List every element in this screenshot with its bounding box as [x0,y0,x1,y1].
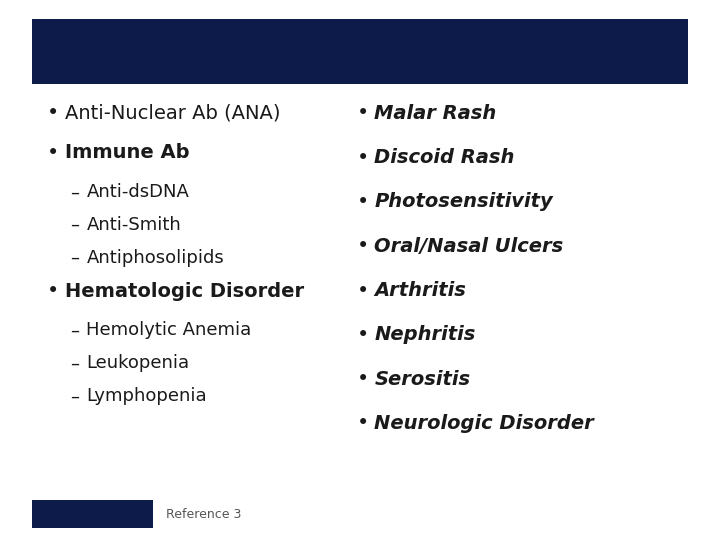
Text: •: • [47,143,59,163]
Text: Antiphosolipids: Antiphosolipids [86,249,224,267]
Text: •: • [356,325,369,345]
Text: –: – [71,321,79,340]
Text: Classificaiton Criteria for SLE  (4 of 11): Classificaiton Criteria for SLE (4 of 11… [47,38,628,64]
Text: Discoid Rash: Discoid Rash [374,148,515,167]
Text: •: • [356,369,369,389]
Text: Anti-Smith: Anti-Smith [86,216,181,234]
Text: Lymphopenia: Lymphopenia [86,387,207,406]
Text: L.I.T. Reviews: L.I.T. Reviews [35,507,150,522]
Text: •: • [47,103,59,124]
Text: Reference 3: Reference 3 [166,508,241,521]
Text: –: – [71,387,79,406]
Text: –: – [71,249,79,267]
Text: •: • [356,280,369,301]
Text: Hematologic Disorder: Hematologic Disorder [65,281,304,301]
Text: Oral/Nasal Ulcers: Oral/Nasal Ulcers [374,237,564,256]
Text: –: – [71,354,79,373]
Text: Photosensitivity: Photosensitivity [374,192,553,212]
Text: –: – [71,216,79,234]
Text: Hemolytic Anemia: Hemolytic Anemia [86,321,252,340]
Text: •: • [356,147,369,168]
Text: Serositis: Serositis [374,369,471,389]
Text: Malar Rash: Malar Rash [374,104,497,123]
Text: Nephritis: Nephritis [374,325,476,345]
Text: Anti-dsDNA: Anti-dsDNA [86,183,189,201]
Text: –: – [71,183,79,201]
Text: •: • [356,236,369,256]
Text: Arthritis: Arthritis [374,281,467,300]
Text: Neurologic Disorder: Neurologic Disorder [374,414,594,433]
Text: Leukopenia: Leukopenia [86,354,189,373]
Text: •: • [356,413,369,434]
Text: •: • [356,192,369,212]
Text: Immune Ab: Immune Ab [65,143,189,163]
Text: Anti-Nuclear Ab (ANA): Anti-Nuclear Ab (ANA) [65,104,280,123]
Text: •: • [356,103,369,124]
Text: •: • [47,281,59,301]
